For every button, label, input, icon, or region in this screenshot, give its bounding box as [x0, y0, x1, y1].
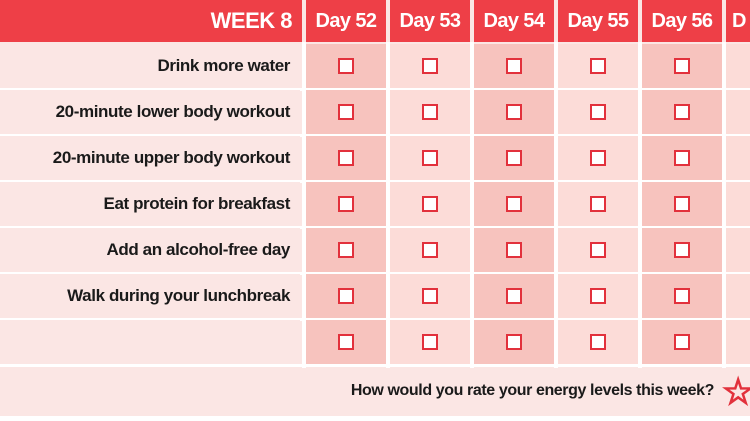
checkbox-cell: [642, 136, 722, 180]
checkbox[interactable]: [674, 104, 690, 120]
checkbox-cell: [306, 44, 386, 88]
checkbox-cell: [306, 274, 386, 318]
checkbox-cell: [726, 136, 750, 180]
checkbox[interactable]: [590, 196, 606, 212]
checkbox[interactable]: [422, 242, 438, 258]
checkbox-cell: [474, 228, 554, 272]
checkbox-cell: [726, 182, 750, 226]
checkbox-cell: [642, 274, 722, 318]
checkbox[interactable]: [674, 196, 690, 212]
checkbox-cell: [474, 44, 554, 88]
checkbox-cell: [642, 90, 722, 134]
star-icon[interactable]: ☆: [721, 371, 750, 412]
checkbox-cell: [642, 182, 722, 226]
checkbox[interactable]: [590, 242, 606, 258]
checkbox-cell: [726, 274, 750, 318]
task-label: Walk during your lunchbreak: [0, 274, 300, 318]
checkbox[interactable]: [506, 58, 522, 74]
checkbox[interactable]: [590, 150, 606, 166]
checkbox-cell: [474, 90, 554, 134]
checkbox-cell: [726, 228, 750, 272]
day-header-53: Day 53: [399, 9, 462, 32]
task-label: Eat protein for breakfast: [0, 182, 300, 226]
checkbox[interactable]: [338, 150, 354, 166]
checkbox-cell: [474, 182, 554, 226]
checkbox[interactable]: [422, 334, 438, 350]
checkbox-cell: [390, 44, 470, 88]
checkbox[interactable]: [674, 334, 690, 350]
checkbox[interactable]: [338, 334, 354, 350]
task-label: 20-minute lower body workout: [0, 90, 300, 134]
checkbox-cell: [390, 182, 470, 226]
checkbox-cell: [726, 320, 750, 364]
checkbox-cell: [558, 274, 638, 318]
week-label: WEEK 8: [210, 8, 293, 33]
checkbox-cell: [726, 90, 750, 134]
checkbox[interactable]: [674, 58, 690, 74]
day-header-55: Day 55: [567, 9, 630, 32]
checkbox-cell: [306, 228, 386, 272]
checkbox[interactable]: [338, 196, 354, 212]
checkbox[interactable]: [506, 288, 522, 304]
checkbox-cell: [642, 320, 722, 364]
day-header-54: Day 54: [483, 9, 546, 32]
task-label: 20-minute upper body workout: [0, 136, 300, 180]
task-label: Drink more water: [0, 44, 300, 88]
checkbox-cell: [726, 44, 750, 88]
checkbox[interactable]: [422, 104, 438, 120]
checkbox[interactable]: [590, 288, 606, 304]
day-header-56: Day 56: [651, 9, 714, 32]
checkbox-cell: [642, 44, 722, 88]
checkbox[interactable]: [338, 288, 354, 304]
checkbox-cell: [642, 228, 722, 272]
checkbox-cell: [390, 320, 470, 364]
week-header: WEEK 8 Day 52 Day 53 Day 54 Day 55 Day 5…: [0, 0, 750, 42]
day-header-52: Day 52: [315, 9, 378, 32]
checkbox[interactable]: [422, 58, 438, 74]
checkbox-cell: [306, 182, 386, 226]
checkbox[interactable]: [590, 104, 606, 120]
checkbox[interactable]: [674, 150, 690, 166]
checkbox[interactable]: [422, 150, 438, 166]
checkbox[interactable]: [506, 150, 522, 166]
task-label: [0, 320, 300, 364]
checkbox[interactable]: [338, 104, 354, 120]
task-label: Add an alcohol-free day: [0, 228, 300, 272]
checkbox-cell: [474, 274, 554, 318]
energy-question: How would you rate your energy levels th…: [350, 382, 715, 399]
checkbox-cell: [558, 182, 638, 226]
checkbox-cell: [558, 90, 638, 134]
energy-rating-footer: How would you rate your energy levels th…: [0, 368, 750, 416]
checkbox-cell: [390, 90, 470, 134]
checkbox-cell: [558, 228, 638, 272]
checkbox[interactable]: [674, 242, 690, 258]
checkbox[interactable]: [506, 334, 522, 350]
checkbox[interactable]: [506, 242, 522, 258]
checkbox[interactable]: [506, 104, 522, 120]
checkbox-cell: [558, 44, 638, 88]
checkbox-cell: [306, 136, 386, 180]
checkbox[interactable]: [422, 288, 438, 304]
checkbox-cell: [474, 320, 554, 364]
checkbox[interactable]: [338, 58, 354, 74]
checkbox[interactable]: [590, 58, 606, 74]
checkbox-cell: [390, 228, 470, 272]
checkbox[interactable]: [674, 288, 690, 304]
checkbox[interactable]: [338, 242, 354, 258]
day-header-57-partial: D: [732, 9, 746, 32]
checkbox-cell: [306, 90, 386, 134]
checkbox[interactable]: [506, 196, 522, 212]
checkbox-cell: [558, 136, 638, 180]
checkbox[interactable]: [590, 334, 606, 350]
checkbox-cell: [474, 136, 554, 180]
checkbox-cell: [390, 136, 470, 180]
checkbox-cell: [306, 320, 386, 364]
checkbox[interactable]: [422, 196, 438, 212]
checkbox-cell: [558, 320, 638, 364]
checkbox-cell: [390, 274, 470, 318]
